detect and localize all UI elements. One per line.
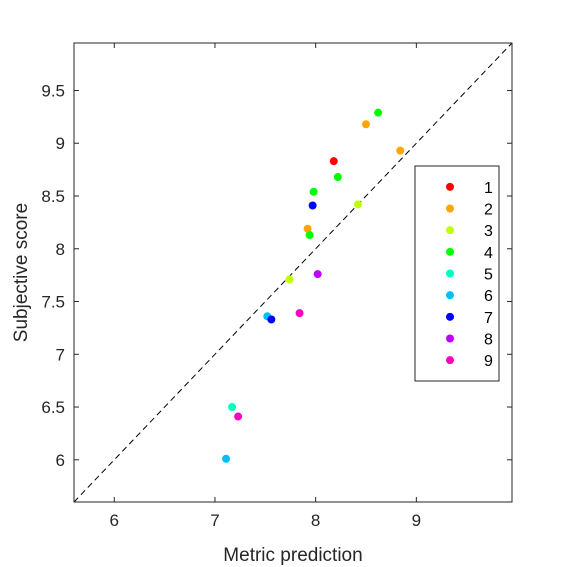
x-tick-label: 7 bbox=[210, 511, 219, 530]
y-tick-label: 8.5 bbox=[41, 187, 65, 206]
legend-label-4: 4 bbox=[484, 245, 493, 262]
y-tick-label: 6 bbox=[56, 451, 65, 470]
data-point-series-2-1 bbox=[362, 120, 370, 129]
legend-marker-7 bbox=[446, 312, 454, 321]
legend-label-2: 2 bbox=[484, 202, 493, 219]
data-point-series-9-2 bbox=[234, 412, 243, 421]
data-point-series-4-4 bbox=[305, 231, 314, 240]
x-axis-title: Metric prediction bbox=[223, 545, 362, 566]
data-point-series-9-1 bbox=[295, 309, 304, 318]
x-tick-label: 9 bbox=[412, 511, 421, 530]
legend-marker-4 bbox=[446, 247, 454, 256]
y-tick-label: 6.5 bbox=[41, 398, 65, 417]
data-point-series-2-3 bbox=[303, 224, 312, 233]
legend-label-7: 7 bbox=[484, 310, 493, 327]
x-tick-label: 6 bbox=[110, 511, 119, 530]
data-point-series-4-1 bbox=[374, 108, 383, 117]
legend-label-8: 8 bbox=[484, 332, 493, 349]
data-point-series-2-2 bbox=[396, 146, 405, 155]
legend-marker-8 bbox=[446, 334, 454, 343]
data-point-series-3-1 bbox=[353, 200, 362, 209]
identity-reference-line bbox=[73, 42, 513, 503]
data-point-series-8-1 bbox=[313, 270, 322, 279]
data-point-series-7-1 bbox=[308, 201, 317, 210]
y-tick-label: 7 bbox=[56, 345, 65, 364]
legend-marker-9 bbox=[446, 356, 454, 365]
legend-marker-6 bbox=[446, 291, 454, 300]
plot-frame bbox=[73, 42, 513, 503]
legend-marker-5 bbox=[446, 269, 454, 278]
data-point-series-3-2 bbox=[285, 275, 294, 284]
legend-label-6: 6 bbox=[484, 288, 493, 305]
data-point-series-6-2 bbox=[222, 454, 231, 463]
data-point-series-4-2 bbox=[333, 173, 342, 182]
y-axis-title: Subjective score bbox=[11, 203, 32, 342]
y-tick-label: 9 bbox=[56, 134, 65, 153]
legend-label-5: 5 bbox=[484, 267, 493, 284]
legend-marker-3 bbox=[446, 226, 454, 235]
data-point-series-4-3 bbox=[309, 187, 318, 196]
data-point-series-7-2 bbox=[267, 315, 276, 324]
legend-box bbox=[414, 165, 500, 382]
legend-label-9: 9 bbox=[484, 353, 493, 370]
legend: 1 2 3 4 5 6 7 8 9 bbox=[414, 165, 500, 382]
legend-marker-1 bbox=[446, 182, 454, 191]
legend-label-1: 1 bbox=[484, 180, 493, 197]
data-point-series-5-1 bbox=[228, 403, 237, 412]
legend-marker-2 bbox=[446, 204, 454, 213]
y-tick-label: 8 bbox=[56, 240, 65, 259]
data-point-series-1-1 bbox=[329, 157, 338, 166]
legend-label-3: 3 bbox=[484, 223, 493, 240]
x-tick-label: 8 bbox=[311, 511, 320, 530]
y-tick-label: 7.5 bbox=[41, 293, 65, 312]
y-tick-label: 9.5 bbox=[41, 81, 65, 100]
